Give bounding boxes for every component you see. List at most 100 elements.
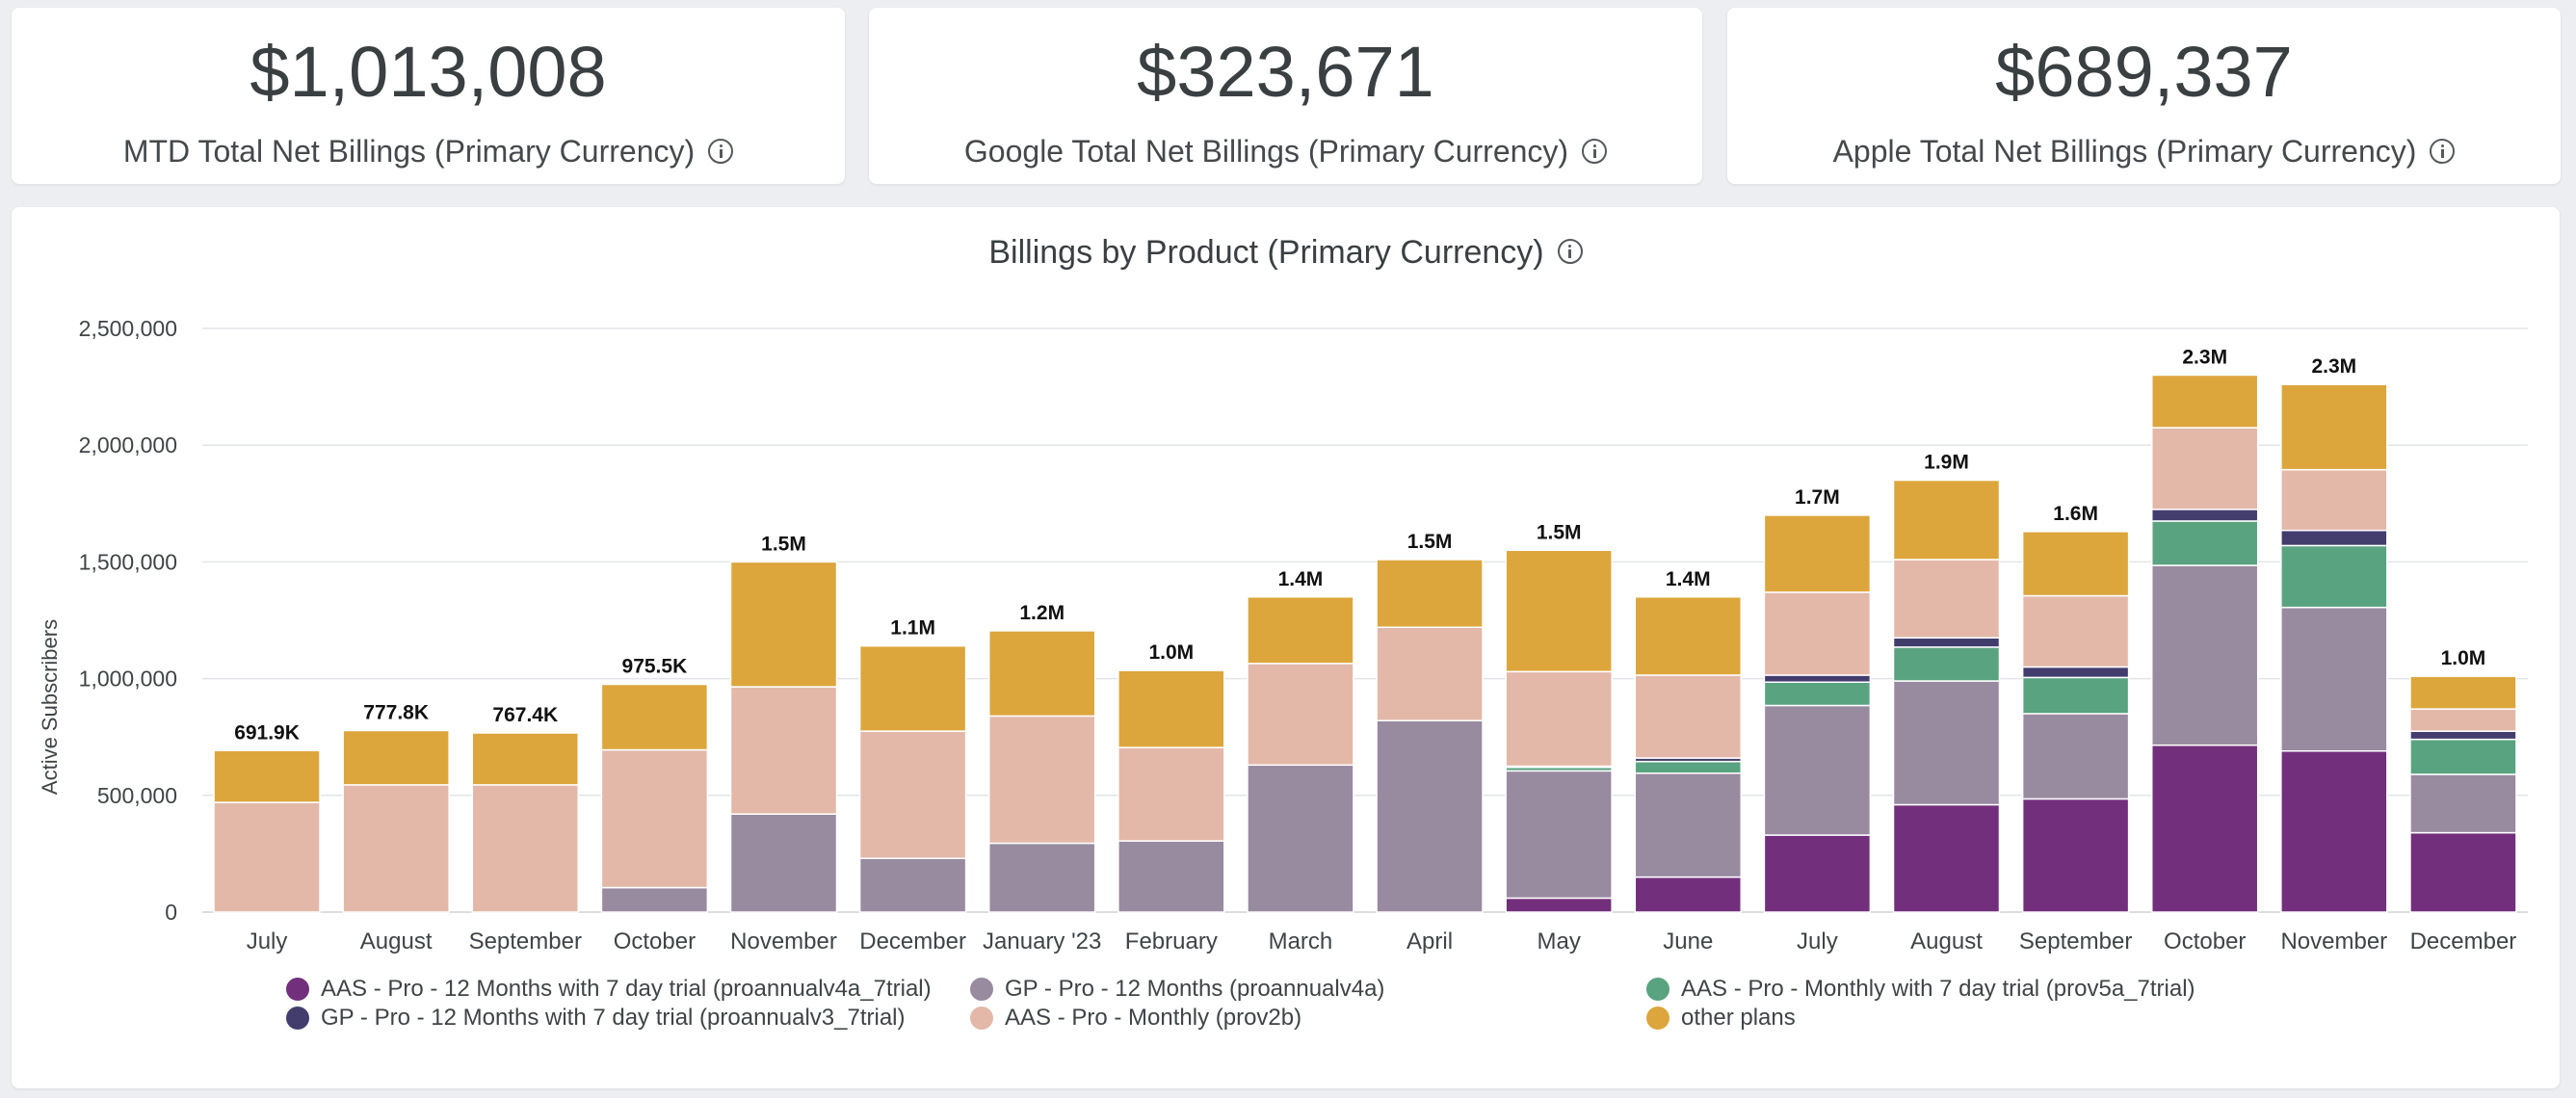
total-label: 1.6M (2053, 503, 2098, 525)
y-tick-label: 2,000,000 (79, 432, 177, 458)
x-tick-label: July (1797, 928, 1838, 954)
bar-segment (600, 886, 709, 913)
x-tick-label: April (1406, 928, 1453, 954)
x-tick-label: September (2019, 928, 2132, 954)
total-label: 1.0M (1148, 641, 1194, 664)
kpi-label: Google Total Net Billings (Primary Curre… (963, 134, 1569, 169)
total-label: 1.5M (1537, 521, 1582, 543)
y-tick-label: 500,000 (97, 783, 177, 808)
bar-segment (1892, 559, 2001, 639)
total-label: 975.5K (622, 656, 688, 678)
bar-segment (1763, 674, 1872, 683)
info-icon[interactable] (1557, 239, 1583, 265)
x-tick-label: October (2164, 928, 2246, 954)
bar-segment (1247, 663, 1354, 767)
kpi-value: $689,337 (1995, 32, 2293, 112)
bar-segment (1505, 670, 1613, 768)
bar-segment (858, 730, 967, 859)
bar-segment (471, 732, 580, 786)
chart-title-row: Billings by Product (Primary Currency) (12, 236, 2560, 269)
bar-segment (2021, 531, 2130, 597)
kpi-label: Apple Total Net Billings (Primary Curren… (1832, 134, 2417, 169)
bar-segment (1247, 596, 1354, 665)
x-tick-label: January '23 (983, 928, 1101, 954)
bar-segment (858, 857, 967, 913)
y-tick-label: 2,500,000 (79, 316, 177, 341)
x-tick-label: December (2410, 928, 2517, 954)
y-tick-label: 1,000,000 (79, 667, 177, 692)
bar-segment (1763, 514, 1872, 593)
x-tick-label: March (1269, 928, 1333, 954)
bar-segment (987, 715, 1096, 845)
bar-segment (1376, 626, 1484, 721)
bar-segment (1505, 897, 1613, 913)
bar-segment (2409, 738, 2517, 775)
info-icon[interactable] (2430, 138, 2456, 164)
y-tick-label: 1,500,000 (79, 549, 177, 574)
bar-segment (1763, 704, 1872, 836)
bar-segment (2150, 427, 2259, 510)
bar-segment (2021, 594, 2130, 668)
kpi-card-mtd-total: $1,013,008 MTD Total Net Billings (Prima… (12, 8, 845, 184)
kpi-card-apple-total: $689,337 Apple Total Net Billings (Prima… (1727, 8, 2561, 184)
kpi-value: $323,671 (1137, 32, 1434, 112)
info-icon[interactable] (708, 138, 734, 164)
total-label: 691.9K (234, 721, 300, 744)
bar-segment (1634, 596, 1743, 676)
total-label: 1.0M (2441, 647, 2486, 669)
bar-segment (1376, 719, 1484, 913)
bar-segment (1117, 669, 1225, 748)
total-label: 1.7M (1795, 486, 1840, 509)
bar-segment (600, 683, 709, 751)
info-icon[interactable] (1582, 138, 1608, 164)
total-label: 1.9M (1924, 452, 1969, 474)
bar-segment (2280, 383, 2388, 471)
total-label: 1.4M (1666, 568, 1711, 590)
x-tick-label: November (2280, 928, 2387, 954)
bar-segment (342, 784, 450, 913)
x-tick-label: February (1125, 928, 1218, 954)
kpi-card-google-total: $323,671 Google Total Net Billings (Prim… (869, 8, 1702, 184)
bar-segment (729, 561, 838, 688)
bar-segment (2280, 468, 2388, 532)
bar-segment (2021, 676, 2130, 715)
bar-segment (1892, 803, 2001, 913)
bar-segment (1892, 646, 2001, 682)
bar-segment (2150, 520, 2259, 566)
x-tick-label: August (1910, 928, 1983, 954)
bar-segment (2150, 374, 2259, 429)
bar-segment (1763, 834, 1872, 913)
total-label: 1.1M (890, 617, 935, 640)
kpi-label-row: Google Total Net Billings (Primary Curre… (869, 136, 1702, 167)
y-axis-title: Active Subscribers (38, 619, 62, 795)
bar-segment (1892, 680, 2001, 806)
bar-segment (858, 644, 967, 732)
bar-segment (213, 749, 321, 803)
bar-segment (1892, 637, 2001, 648)
total-label: 2.3M (2311, 355, 2356, 378)
bar-segment (729, 813, 838, 913)
bar-segment (2280, 544, 2388, 609)
x-tick-label: December (859, 928, 966, 954)
bar-segment (2021, 666, 2130, 679)
bar-segment (2150, 509, 2259, 522)
bar-segment (1634, 674, 1743, 759)
bar-segment (600, 748, 709, 889)
bar-segment (1892, 479, 2001, 561)
bar-segment (1634, 876, 1743, 913)
bar-segment (2409, 675, 2517, 710)
bar-segment (2409, 708, 2517, 732)
total-label: 1.2M (1019, 602, 1065, 624)
bar-segment (987, 630, 1096, 718)
total-label: 2.3M (2182, 346, 2227, 368)
kpi-label-row: MTD Total Net Billings (Primary Currency… (12, 136, 845, 167)
bar-segment (1763, 681, 1872, 707)
kpi-label-row: Apple Total Net Billings (Primary Curren… (1727, 136, 2561, 167)
bar-segment (342, 729, 450, 786)
bar-segment (471, 784, 580, 913)
chart-title: Billings by Product (Primary Currency) (988, 234, 1544, 271)
bar-segment (1634, 772, 1743, 878)
total-label: 777.8K (363, 701, 429, 723)
bar-segment (2409, 831, 2517, 913)
x-tick-label: September (469, 928, 582, 954)
